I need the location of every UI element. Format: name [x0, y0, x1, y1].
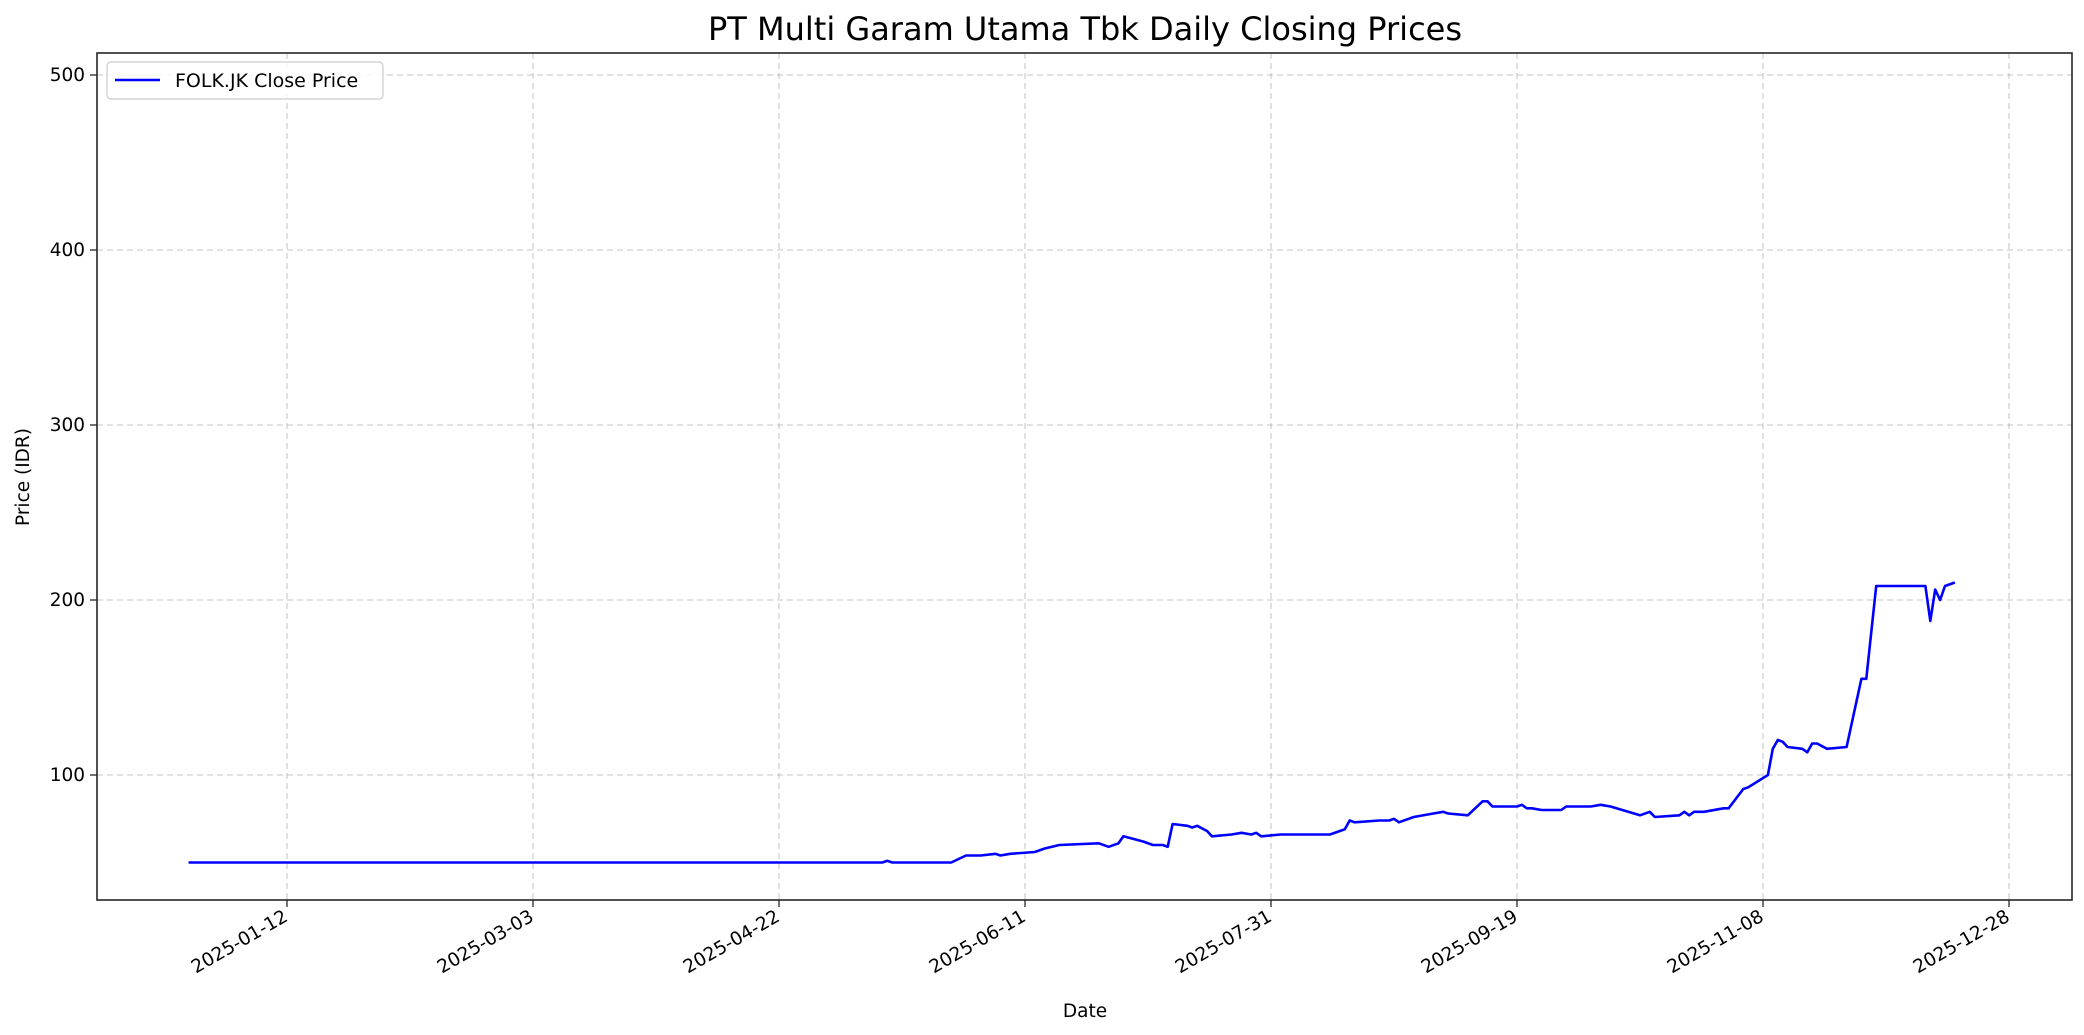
x-tick-label: 2025-07-31: [1172, 906, 1276, 978]
legend-box: [106, 61, 384, 100]
x-axis-ticks: 2025-01-12 2025-03-03 2025-04-22 2025-06-11…: [188, 900, 2014, 978]
chart-title: PT Multi Garam Utama Tbk Daily Closing P…: [708, 10, 1462, 48]
series-line: [188, 581, 1956, 864]
y-axis-ticks: 100 200 300 400 500: [50, 65, 97, 786]
x-axis-label: Date: [1063, 1001, 1107, 1022]
legend: FOLK.JK Close Price: [106, 61, 384, 100]
x-tick-label: 2025-09-19: [1418, 906, 1522, 978]
grid-lines: [97, 53, 2072, 900]
x-tick-label: 2025-06-11: [926, 906, 1030, 978]
price-series: [188, 581, 1956, 864]
plot-frame: [96, 52, 2073, 901]
y-axis-label: Price (IDR): [13, 428, 34, 526]
y-tick-label: 500: [50, 65, 85, 86]
x-tick-label: 2025-12-28: [1910, 906, 2014, 978]
legend-label: FOLK.JK Close Price: [175, 70, 358, 92]
x-tick-label: 2025-04-22: [680, 906, 784, 978]
y-tick-label: 100: [50, 765, 85, 786]
y-tick-label: 300: [50, 415, 85, 436]
y-tick-label: 400: [50, 240, 85, 261]
y-tick-label: 200: [50, 590, 85, 611]
x-tick-label: 2025-03-03: [434, 906, 538, 978]
x-tick-label: 2025-01-12: [188, 906, 292, 978]
x-tick-label: 2025-11-08: [1664, 906, 1768, 978]
